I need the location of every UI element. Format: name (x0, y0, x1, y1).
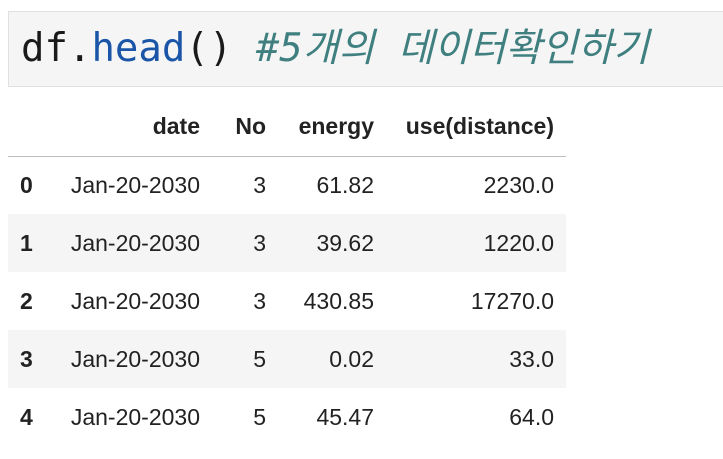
row-index: 3 (20, 345, 33, 372)
cell-output: date No energy use(distance) 0 Jan-20-20… (8, 98, 566, 446)
row-index: 0 (20, 171, 33, 198)
cell-date: Jan-20-2030 (70, 403, 200, 430)
cell-no: 5 (253, 345, 266, 372)
code-comment: #5개의 데이터확인하기 (255, 26, 650, 71)
header-date: date (48, 98, 212, 157)
cell-date: Jan-20-2030 (70, 345, 200, 372)
header-energy: energy (278, 98, 386, 157)
cell-energy: 0.02 (329, 345, 374, 372)
header-no: No (212, 98, 278, 157)
code-cell[interactable]: df.head() #5개의 데이터확인하기 (8, 11, 723, 87)
cell-date: Jan-20-2030 (70, 229, 200, 256)
code-line[interactable]: df.head() #5개의 데이터확인하기 (21, 25, 649, 73)
dataframe-table: date No energy use(distance) 0 Jan-20-20… (8, 98, 566, 446)
table-row: 1 Jan-20-2030 3 39.62 1220.0 (8, 214, 566, 272)
table-row: 3 Jan-20-2030 5 0.02 33.0 (8, 330, 566, 388)
cell-use-distance: 2230.0 (483, 171, 554, 198)
cell-energy: 39.62 (316, 229, 374, 256)
cell-use-distance: 33.0 (509, 345, 554, 372)
header-use-distance: use(distance) (386, 98, 566, 157)
header-index (8, 98, 48, 157)
cell-use-distance: 1220.0 (483, 229, 554, 256)
table-header-row: date No energy use(distance) (8, 98, 566, 157)
cell-no: 5 (253, 403, 266, 430)
cell-use-distance: 17270.0 (470, 287, 554, 314)
cell-no: 3 (253, 171, 266, 198)
row-index: 1 (20, 229, 33, 256)
table-row: 4 Jan-20-2030 5 45.47 64.0 (8, 388, 566, 446)
cell-use-distance: 64.0 (509, 403, 554, 430)
cell-no: 3 (253, 287, 266, 314)
table-row: 0 Jan-20-2030 3 61.82 2230.0 (8, 156, 566, 214)
cell-energy: 430.85 (303, 287, 374, 314)
table-row: 2 Jan-20-2030 3 430.85 17270.0 (8, 272, 566, 330)
cell-energy: 61.82 (316, 171, 374, 198)
cell-date: Jan-20-2030 (70, 287, 200, 314)
code-dot: . (67, 26, 92, 71)
row-index: 2 (20, 287, 33, 314)
cell-no: 3 (253, 229, 266, 256)
code-parens: () (185, 26, 233, 71)
cell-energy: 45.47 (316, 403, 374, 430)
code-method: head (91, 26, 186, 71)
cell-date: Jan-20-2030 (70, 171, 200, 198)
row-index: 4 (20, 403, 33, 430)
code-object: df (21, 26, 68, 71)
